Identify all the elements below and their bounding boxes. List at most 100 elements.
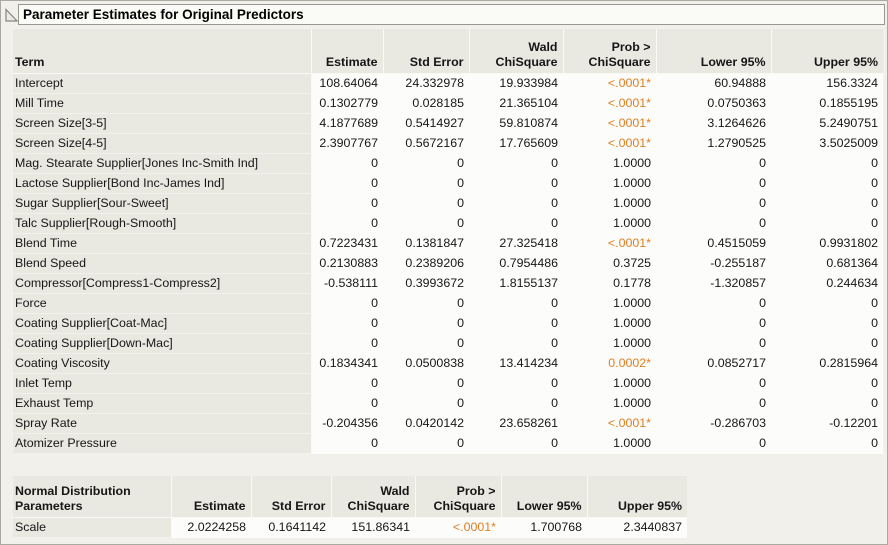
outline-title-bar: Parameter Estimates for Original Predict… [3, 3, 885, 26]
table-row: Talc Supplier[Rough-Smooth] 0 0 0 1.0000 0 0 [13, 213, 883, 234]
column-header-estimate: Estimate [171, 476, 252, 518]
lower-cell: 0 [656, 333, 771, 354]
lower-cell: 0 [656, 393, 771, 414]
prob-cell: 1.0000 [563, 433, 656, 454]
column-header-estimate: Estimate [311, 29, 384, 74]
table-row: Exhaust Temp 0 0 0 1.0000 0 0 [13, 393, 883, 414]
prob-cell: 1.0000 [563, 393, 656, 414]
upper-cell: 0 [771, 313, 883, 334]
table-header: Term Estimate Std Error Wald ChiSquare P… [13, 29, 883, 74]
wald-cell: 17.765609 [469, 133, 563, 154]
lower-cell: 0 [656, 173, 771, 194]
lower-cell: 1.2790525 [656, 133, 771, 154]
parameter-estimates-table: Term Estimate Std Error Wald ChiSquare P… [13, 29, 883, 454]
table-row: Screen Size[3-5] 4.1877689 0.5414927 59.810… [13, 113, 883, 134]
table-row: Atomizer Pressure 0 0 0 1.0000 0 0 [13, 433, 883, 454]
column-header-wald-chisquare: Wald ChiSquare [469, 29, 564, 74]
term-cell: Mill Time [13, 93, 312, 114]
wald-cell: 13.414234 [469, 353, 563, 374]
estimate-cell: 0 [311, 153, 383, 174]
std-error-cell: 0 [383, 393, 469, 414]
upper-cell: 0.244634 [771, 273, 883, 294]
prob-cell: 1.0000 [563, 293, 656, 314]
table-row: Mag. Stearate Supplier[Jones Inc-Smith I… [13, 153, 883, 174]
prob-cell: <.0001* [563, 93, 656, 114]
wald-cell: 59.810874 [469, 113, 563, 134]
lower-cell: 0 [656, 213, 771, 234]
wald-cell: 0 [469, 153, 563, 174]
prob-cell: 1.0000 [563, 193, 656, 214]
estimate-cell: 0 [311, 173, 383, 194]
std-error-cell: 0.1641142 [251, 517, 331, 538]
table-row: Blend Time 0.7223431 0.1381847 27.325418 <.0… [13, 233, 883, 254]
table-row: Coating Supplier[Down-Mac] 0 0 0 1.0000 0 0 [13, 333, 883, 354]
column-header-wald-chisquare: Wald ChiSquare [331, 476, 416, 518]
estimate-cell: 0.2130883 [311, 253, 383, 274]
prob-cell: <.0001* [563, 133, 656, 154]
lower-cell: 0 [656, 293, 771, 314]
term-cell: Intercept [13, 73, 312, 94]
prob-cell: <.0001* [563, 233, 656, 254]
upper-cell: 156.3324 [771, 73, 883, 94]
term-cell: Force [13, 293, 312, 314]
std-error-cell: 0 [383, 213, 469, 234]
table-row: Compressor[Compress1-Compress2] -0.538111… [13, 273, 883, 294]
term-cell: Spray Rate [13, 413, 312, 434]
prob-cell: 0.3725 [563, 253, 656, 274]
estimate-cell: 4.1877689 [311, 113, 383, 134]
table-row: Coating Supplier[Coat-Mac] 0 0 0 1.0000 0 0 [13, 313, 883, 334]
lower-cell: -0.255187 [656, 253, 771, 274]
estimate-cell: 0 [311, 313, 383, 334]
std-error-cell: 0.028185 [383, 93, 469, 114]
table-row: Lactose Supplier[Bond Inc-James Ind] 0 0 0 1… [13, 173, 883, 194]
table-row: Force 0 0 0 1.0000 0 0 [13, 293, 883, 314]
column-header-upper-95: Upper 95% [771, 29, 883, 74]
table-row: Coating Viscosity 0.1834341 0.0500838 13.41… [13, 353, 883, 374]
estimate-cell: 2.3907767 [311, 133, 383, 154]
table-row: Screen Size[4-5] 2.3907767 0.5672167 17.765… [13, 133, 883, 154]
lower-cell: 0 [656, 193, 771, 214]
estimate-cell: -0.204356 [311, 413, 383, 434]
upper-cell: 0.2815964 [771, 353, 883, 374]
column-header-lower-95: Lower 95% [501, 476, 588, 518]
disclosure-triangle-icon[interactable] [3, 7, 19, 23]
std-error-cell: 0 [383, 333, 469, 354]
wald-cell: 0 [469, 333, 563, 354]
lower-cell: 0 [656, 313, 771, 334]
term-cell: Atomizer Pressure [13, 433, 312, 454]
upper-cell: 0 [771, 433, 883, 454]
prob-cell: 1.0000 [563, 173, 656, 194]
term-cell: Coating Supplier[Coat-Mac] [13, 313, 312, 334]
std-error-cell: 0 [383, 313, 469, 334]
upper-cell: 0 [771, 333, 883, 354]
term-cell: Lactose Supplier[Bond Inc-James Ind] [13, 173, 312, 194]
std-error-cell: 0 [383, 293, 469, 314]
normal-distribution-parameters-table: Normal Distribution Parameters Estimate … [13, 476, 687, 538]
prob-cell: 1.0000 [563, 333, 656, 354]
upper-cell: 2.3440837 [587, 517, 687, 538]
prob-cell: <.0001* [563, 113, 656, 134]
term-cell: Sugar Supplier[Sour-Sweet] [13, 193, 312, 214]
lower-cell: 0.4515059 [656, 233, 771, 254]
lower-cell: 0 [656, 373, 771, 394]
upper-cell: 0 [771, 153, 883, 174]
std-error-cell: 0 [383, 193, 469, 214]
estimate-cell: 0.1302779 [311, 93, 383, 114]
column-header-std-error: Std Error [383, 29, 470, 74]
estimate-cell: 0 [311, 373, 383, 394]
column-header-upper-95: Upper 95% [587, 476, 687, 518]
table-row: Blend Speed 0.2130883 0.2389206 0.7954486 0.… [13, 253, 883, 274]
std-error-cell: 0.0420142 [383, 413, 469, 434]
estimate-cell: 0.7223431 [311, 233, 383, 254]
std-error-cell: 0.5414927 [383, 113, 469, 134]
term-cell: Screen Size[3-5] [13, 113, 312, 134]
estimate-cell: -0.538111 [311, 273, 383, 294]
table-row: Inlet Temp 0 0 0 1.0000 0 0 [13, 373, 883, 394]
wald-cell: 0 [469, 433, 563, 454]
table-row: Scale 2.0224258 0.1641142 151.86341 <.0001* 1… [13, 517, 687, 538]
prob-cell: 0.0002* [563, 353, 656, 374]
wald-cell: 0 [469, 213, 563, 234]
estimate-cell: 2.0224258 [171, 517, 251, 538]
term-cell: Compressor[Compress1-Compress2] [13, 273, 312, 294]
